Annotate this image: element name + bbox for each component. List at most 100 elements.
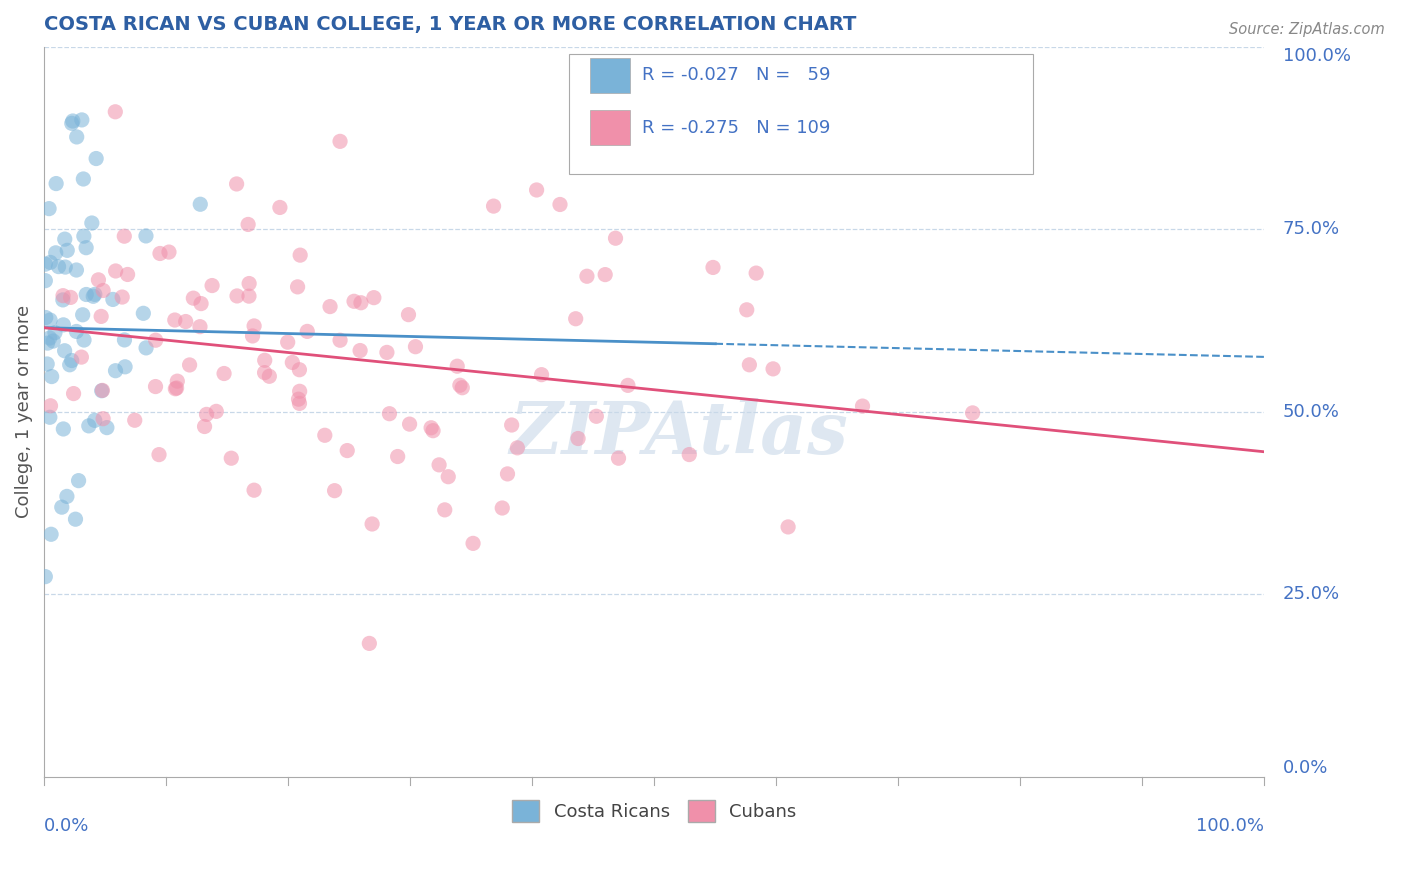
Point [101,293,124,307]
Point [238,277,260,291]
Point [38,331,60,345]
Point [104,364,127,378]
Text: 50.0%: 50.0% [1282,402,1340,421]
Point [70,350,93,364]
Point [778,520,800,534]
Point [195,408,218,422]
Point [219,451,242,466]
Point [145,379,167,393]
Point [59,358,82,372]
Point [77,418,100,433]
Point [361,516,384,531]
Point [387,450,409,464]
Point [962,406,984,420]
Text: R = -0.275   N = 109: R = -0.275 N = 109 [643,119,831,136]
Point [56,490,79,504]
Point [38,202,60,216]
Point [564,311,586,326]
Text: R = -0.027   N =   59: R = -0.027 N = 59 [643,66,831,84]
Point [398,308,420,322]
Point [548,197,571,211]
Point [37,336,59,351]
Text: 100.0%: 100.0% [1282,46,1351,64]
Point [225,177,247,191]
Point [451,381,474,395]
Point [149,246,172,260]
Point [45,245,67,260]
Point [605,231,627,245]
Point [34,569,56,583]
Point [212,367,235,381]
Point [59,290,82,304]
Point [607,451,630,466]
Point [496,467,519,481]
Point [422,424,444,438]
Point [114,359,136,374]
Point [253,366,276,380]
Point [363,291,385,305]
Point [702,260,724,275]
Point [446,359,468,374]
Point [404,340,426,354]
Point [288,248,311,262]
Point [288,396,311,410]
Text: 25.0%: 25.0% [1282,585,1340,603]
Point [166,374,188,388]
Point [51,500,73,515]
Point [67,474,90,488]
Point [75,241,97,255]
Point [738,358,761,372]
Point [433,503,456,517]
Point [243,483,266,498]
Point [163,313,186,327]
Point [259,369,281,384]
Point [53,232,76,246]
Point [193,419,215,434]
Point [73,333,96,347]
Point [359,636,381,650]
Point [62,386,84,401]
Point [735,302,758,317]
Point [420,421,443,435]
Point [174,314,197,328]
Text: Source: ZipAtlas.com: Source: ZipAtlas.com [1229,22,1385,37]
Point [53,343,76,358]
Point [135,228,157,243]
FancyBboxPatch shape [569,54,1032,175]
Point [501,417,523,432]
Point [132,306,155,320]
Text: 100.0%: 100.0% [1197,817,1264,835]
Point [238,289,260,303]
Point [34,257,56,271]
Point [205,404,228,418]
Point [329,134,352,148]
FancyBboxPatch shape [589,111,630,145]
Point [287,392,309,407]
Point [319,300,342,314]
Point [83,413,105,427]
Point [482,199,505,213]
Point [83,287,105,301]
Point [526,183,548,197]
Y-axis label: College, 1 year or more: College, 1 year or more [15,305,32,518]
Point [166,381,188,395]
Point [52,288,75,302]
Point [41,369,63,384]
Point [530,368,553,382]
Point [44,326,66,340]
Point [378,407,401,421]
Point [314,428,336,442]
Point [243,318,266,333]
Point [236,218,259,232]
Point [90,310,112,324]
Point [39,255,62,269]
Point [157,245,180,260]
Point [124,413,146,427]
Point [277,335,299,350]
Point [65,263,87,277]
Text: 0.0%: 0.0% [1282,758,1329,777]
Point [82,289,104,303]
Text: COSTA RICAN VS CUBAN COLLEGE, 1 YEAR OR MORE CORRELATION CHART: COSTA RICAN VS CUBAN COLLEGE, 1 YEAR OR … [44,15,856,34]
Point [91,411,114,425]
Point [48,260,70,274]
